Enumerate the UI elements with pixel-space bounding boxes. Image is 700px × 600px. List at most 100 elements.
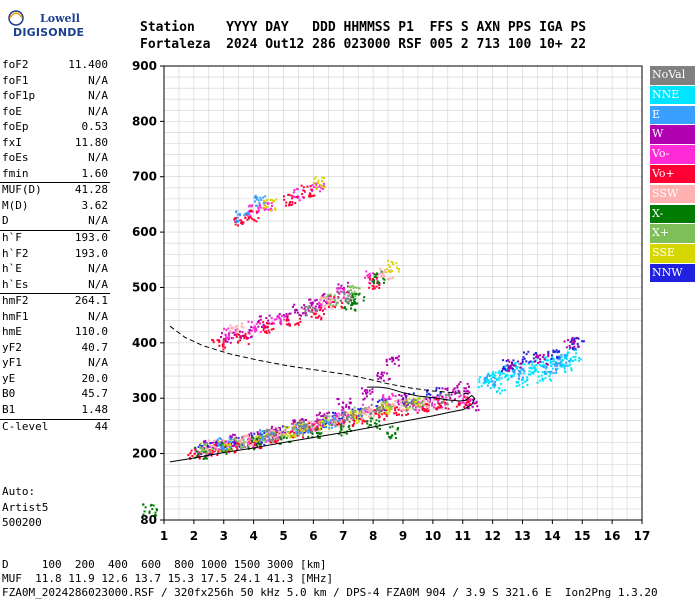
- echo-point-w: [390, 356, 393, 359]
- echo-point-nne: [549, 372, 552, 375]
- echo-point-x-: [335, 304, 338, 307]
- echo-point-x-: [333, 294, 336, 297]
- parameter-label: yF1: [2, 356, 22, 370]
- echo-point-x-: [208, 450, 211, 453]
- echo-point-noval: [268, 437, 271, 440]
- echo-point-e: [560, 353, 563, 356]
- echo-point-sse: [257, 435, 260, 438]
- echo-point-x-: [411, 406, 414, 409]
- echo-point-e: [236, 213, 239, 216]
- echo-point-e: [517, 369, 520, 372]
- echo-point-x-: [236, 444, 239, 447]
- echo-point-e: [566, 354, 569, 357]
- echo-point-vo-: [224, 346, 227, 349]
- parameter-label: h`Es: [2, 277, 29, 291]
- echo-point-w: [316, 419, 319, 422]
- echo-point-vo-: [455, 405, 458, 408]
- echo-point-e: [256, 196, 259, 199]
- echo-point-sse: [255, 440, 258, 443]
- echo-point-w: [232, 331, 235, 334]
- parameter-label: fmin: [2, 166, 29, 180]
- echo-point-w: [388, 377, 391, 380]
- echo-point-nnw: [438, 387, 441, 390]
- parameter-value: 0.53: [81, 120, 109, 134]
- echo-point-ssw: [216, 448, 219, 451]
- echo-point-nnw: [502, 365, 505, 368]
- echo-point-vo-: [393, 407, 396, 410]
- echo-point-nnw: [322, 418, 325, 421]
- echo-point-vo-: [445, 396, 448, 399]
- echo-point-w: [575, 337, 578, 340]
- echo-point-x-: [255, 444, 258, 447]
- echo-point-nne: [579, 358, 582, 361]
- echo-point-e: [267, 436, 270, 439]
- echo-point-w: [376, 375, 379, 378]
- echo-point-x-: [199, 447, 202, 450]
- echo-point-x-: [317, 431, 320, 434]
- echo-point-x-: [350, 307, 353, 310]
- echo-point-nnw: [577, 337, 580, 340]
- echo-point-ssw: [245, 434, 248, 437]
- echo-point-vo-: [438, 403, 441, 406]
- echo-point-w: [293, 421, 296, 424]
- echo-point-x-: [233, 437, 236, 440]
- echo-point-nne: [527, 373, 530, 376]
- echo-point-nne: [543, 372, 546, 375]
- echo-point-w: [214, 440, 217, 443]
- echo-point-ssw: [427, 402, 430, 405]
- echo-point-vo-: [234, 217, 237, 220]
- echo-point-x-: [236, 440, 239, 443]
- echo-point-e: [488, 374, 491, 377]
- echo-point-vo-: [363, 420, 366, 423]
- echo-point-noval: [309, 310, 312, 313]
- echo-point-vo-: [259, 206, 262, 209]
- echo-point-x-: [352, 296, 355, 299]
- echo-point-e: [517, 377, 520, 380]
- echo-point-x-: [204, 443, 207, 446]
- echo-point-vo-: [237, 341, 240, 344]
- echo-point-vo-: [236, 445, 239, 448]
- echo-point-w: [224, 340, 227, 343]
- echo-point-vo-: [227, 445, 230, 448]
- echo-point-sse: [285, 433, 288, 436]
- echo-point-x-: [318, 437, 321, 440]
- echo-point-x-: [340, 434, 343, 437]
- echo-point-vo-: [308, 195, 311, 198]
- echo-point-x-: [373, 422, 376, 425]
- echo-point-vo-: [283, 315, 286, 318]
- echo-point-sse: [398, 268, 401, 271]
- echo-point-x-: [394, 431, 397, 434]
- echo-point-vo-: [237, 224, 240, 227]
- echo-point-ssw: [320, 296, 323, 299]
- echo-point-nnw: [253, 432, 256, 435]
- echo-point-vo-: [270, 202, 273, 205]
- echo-point-sse: [356, 421, 359, 424]
- echo-point-nnw: [569, 340, 572, 343]
- parameter-group-divider: [0, 230, 110, 232]
- echo-point-w: [342, 401, 345, 404]
- echo-point-vo-: [236, 448, 239, 451]
- echo-point-vo-: [268, 331, 271, 334]
- echo-point-noval: [343, 411, 346, 414]
- echo-point-x-: [391, 434, 394, 437]
- echo-point-nnw: [231, 444, 234, 447]
- echo-point-vo-: [266, 325, 269, 328]
- echo-point-nne: [532, 372, 535, 375]
- echo-point-x-: [285, 436, 288, 439]
- echo-point-vo-: [441, 406, 444, 409]
- echo-point-x-: [230, 448, 233, 451]
- echo-point-e: [245, 212, 248, 215]
- echo-point-vo-: [285, 201, 288, 204]
- echo-point-e: [259, 431, 262, 434]
- echo-point-nnw: [528, 361, 531, 364]
- echo-point-vo-: [241, 223, 244, 226]
- echo-point-e: [554, 363, 557, 366]
- echo-point-nnw: [558, 357, 561, 360]
- echo-point-sse: [222, 439, 225, 442]
- echo-point-w: [268, 314, 271, 317]
- echo-point-ssw: [321, 302, 324, 305]
- echo-point-nne: [521, 385, 524, 388]
- echo-point-sse: [218, 450, 221, 453]
- echo-point-nnw: [358, 408, 361, 411]
- echo-point-x-: [364, 407, 367, 410]
